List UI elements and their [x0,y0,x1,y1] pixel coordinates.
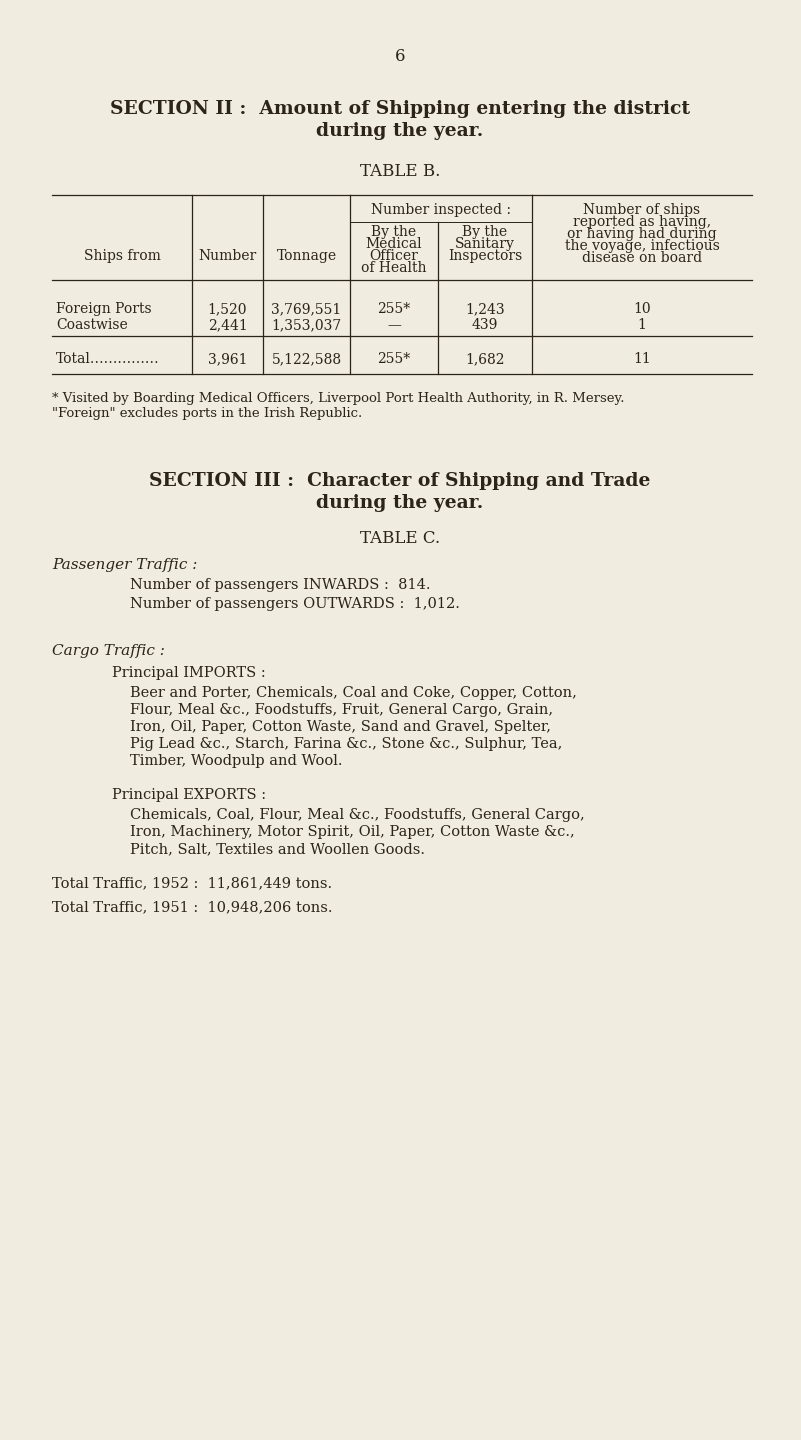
Text: during the year.: during the year. [316,494,484,513]
Text: Iron, Machinery, Motor Spirit, Oil, Paper, Cotton Waste &c.,: Iron, Machinery, Motor Spirit, Oil, Pape… [130,825,575,840]
Text: Ships from: Ships from [83,249,160,264]
Text: * Visited by Boarding Medical Officers, Liverpool Port Health Authority, in R. M: * Visited by Boarding Medical Officers, … [52,392,625,405]
Text: Principal EXPORTS :: Principal EXPORTS : [112,788,266,802]
Text: 6: 6 [395,48,405,65]
Text: By the: By the [372,225,417,239]
Text: Beer and Porter, Chemicals, Coal and Coke, Copper, Cotton,: Beer and Porter, Chemicals, Coal and Cok… [130,685,577,700]
Text: 1: 1 [638,318,646,333]
Text: By the: By the [462,225,508,239]
Text: 10: 10 [633,302,650,315]
Text: Medical: Medical [366,238,422,251]
Text: Number of passengers OUTWARDS :  1,012.: Number of passengers OUTWARDS : 1,012. [130,598,460,611]
Text: Number of passengers INWARDS :  814.: Number of passengers INWARDS : 814. [130,577,430,592]
Text: Pitch, Salt, Textiles and Woollen Goods.: Pitch, Salt, Textiles and Woollen Goods. [130,842,425,855]
Text: 1,243: 1,243 [465,302,505,315]
Text: Coastwise: Coastwise [56,318,127,333]
Text: of Health: of Health [361,261,427,275]
Text: Officer: Officer [369,249,418,264]
Text: during the year.: during the year. [316,122,484,140]
Text: Passenger Traffic :: Passenger Traffic : [52,557,197,572]
Text: disease on board: disease on board [582,251,702,265]
Text: Flour, Meal &c., Foodstuffs, Fruit, General Cargo, Grain,: Flour, Meal &c., Foodstuffs, Fruit, Gene… [130,703,553,717]
Text: Iron, Oil, Paper, Cotton Waste, Sand and Gravel, Spelter,: Iron, Oil, Paper, Cotton Waste, Sand and… [130,720,551,734]
Text: Inspectors: Inspectors [448,249,522,264]
Text: 439: 439 [472,318,498,333]
Text: 255*: 255* [377,302,411,315]
Text: 2,441: 2,441 [207,318,248,333]
Text: 1,682: 1,682 [465,351,505,366]
Text: 3,961: 3,961 [207,351,248,366]
Text: —: — [387,318,401,333]
Text: Timber, Woodpulp and Wool.: Timber, Woodpulp and Wool. [130,755,343,768]
Text: Number inspected :: Number inspected : [371,203,511,217]
Text: SECTION II :  Amount of Shipping entering the district: SECTION II : Amount of Shipping entering… [110,99,690,118]
Text: Number of ships: Number of ships [583,203,701,217]
Text: Number: Number [199,249,256,264]
Text: Chemicals, Coal, Flour, Meal &c., Foodstuffs, General Cargo,: Chemicals, Coal, Flour, Meal &c., Foodst… [130,808,585,822]
Text: reported as having,: reported as having, [573,215,711,229]
Text: 5,122,588: 5,122,588 [272,351,341,366]
Text: SECTION III :  Character of Shipping and Trade: SECTION III : Character of Shipping and … [149,472,650,490]
Text: 3,769,551: 3,769,551 [272,302,341,315]
Text: Sanitary: Sanitary [455,238,515,251]
Text: 1,353,037: 1,353,037 [272,318,341,333]
Text: TABLE B.: TABLE B. [360,163,441,180]
Text: Total Traffic, 1951 :  10,948,206 tons.: Total Traffic, 1951 : 10,948,206 tons. [52,900,332,914]
Text: Foreign Ports: Foreign Ports [56,302,151,315]
Text: Cargo Traffic :: Cargo Traffic : [52,644,165,658]
Text: the voyage, infectious: the voyage, infectious [565,239,719,253]
Text: 11: 11 [633,351,651,366]
Text: 1,520: 1,520 [207,302,248,315]
Text: Principal IMPORTS :: Principal IMPORTS : [112,665,266,680]
Text: or having had during: or having had during [567,228,717,240]
Text: "Foreign" excludes ports in the Irish Republic.: "Foreign" excludes ports in the Irish Re… [52,408,362,420]
Text: Tonnage: Tonnage [276,249,336,264]
Text: Pig Lead &c., Starch, Farina &c., Stone &c., Sulphur, Tea,: Pig Lead &c., Starch, Farina &c., Stone … [130,737,562,752]
Text: TABLE C.: TABLE C. [360,530,440,547]
Text: 255*: 255* [377,351,411,366]
Text: Total……………: Total…………… [56,351,159,366]
Text: Total Traffic, 1952 :  11,861,449 tons.: Total Traffic, 1952 : 11,861,449 tons. [52,876,332,890]
